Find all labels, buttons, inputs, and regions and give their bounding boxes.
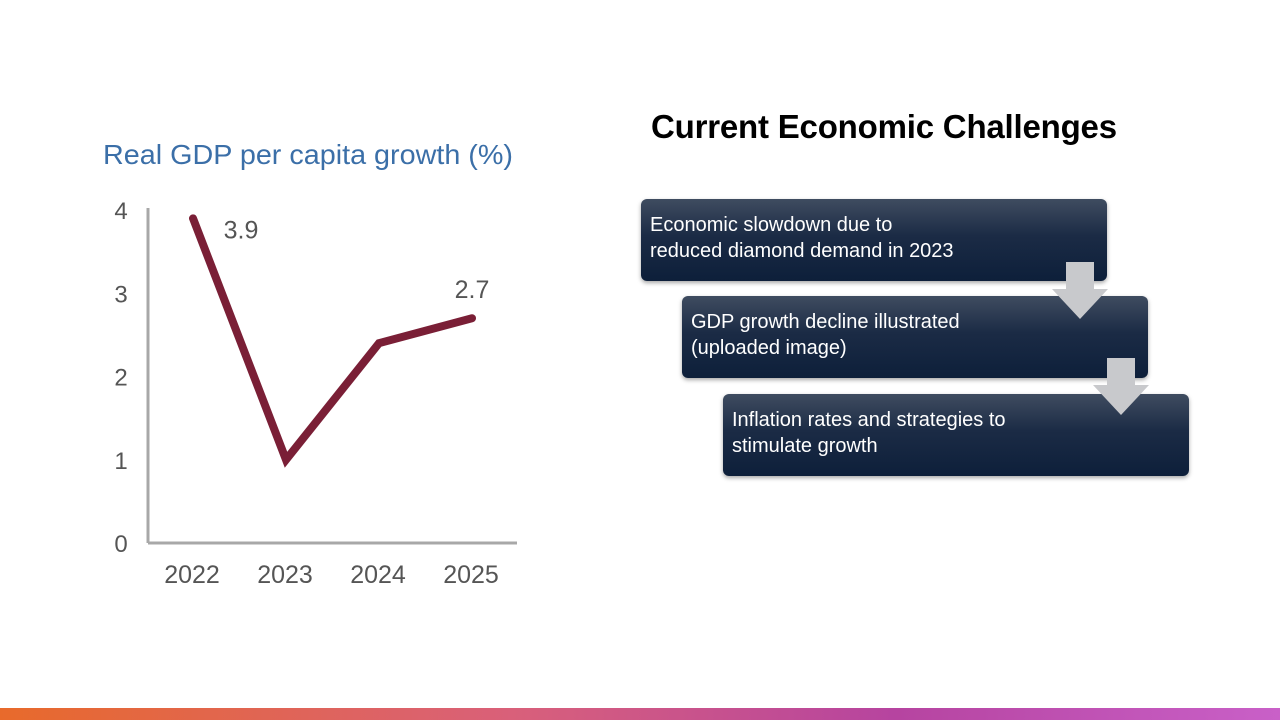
challenge-step-3: Inflation rates and strategies to stimul… [723,394,1189,476]
data-label: 2.7 [455,276,490,304]
data-point [284,457,288,462]
y-tick-label: 4 [114,198,127,225]
series-line [189,214,476,468]
challenge-step-3-text: Inflation rates and strategies to stimul… [732,409,1006,457]
x-tick-label: 2025 [443,561,499,589]
y-tick-label: 0 [114,531,127,558]
x-tick-label: 2024 [350,561,406,589]
challenge-step-1: Economic slowdown due to reduced diamond… [641,199,1107,281]
bottom-accent-bar [0,708,1280,720]
x-tick-label: 2023 [257,561,313,589]
slide-title: Current Economic Challenges [651,108,1117,145]
data-label: 3.9 [224,216,259,244]
challenge-step-2-text: GDP growth decline illustrated (uploaded… [691,311,960,359]
gdp-chart-image: Real GDP per capita growth (%) 0 1 2 3 4 202… [95,120,535,600]
x-tick-label: 2022 [164,561,220,589]
y-tick-label: 2 [114,365,127,392]
data-point [191,216,195,221]
challenge-step-1-text: Economic slowdown due to reduced diamond… [650,214,954,262]
data-point [470,316,474,321]
down-arrow-icon [1093,358,1149,415]
gdp-line-chart: Real GDP per capita growth (%) 0 1 2 3 4 202… [103,139,517,589]
challenge-step-2: GDP growth decline illustrated (uploaded… [682,296,1148,378]
chart-title: Real GDP per capita growth (%) [103,139,513,170]
y-tick-label: 1 [114,448,127,475]
y-tick-label: 3 [114,281,127,308]
down-arrow-icon [1052,262,1108,319]
data-point [377,341,381,346]
